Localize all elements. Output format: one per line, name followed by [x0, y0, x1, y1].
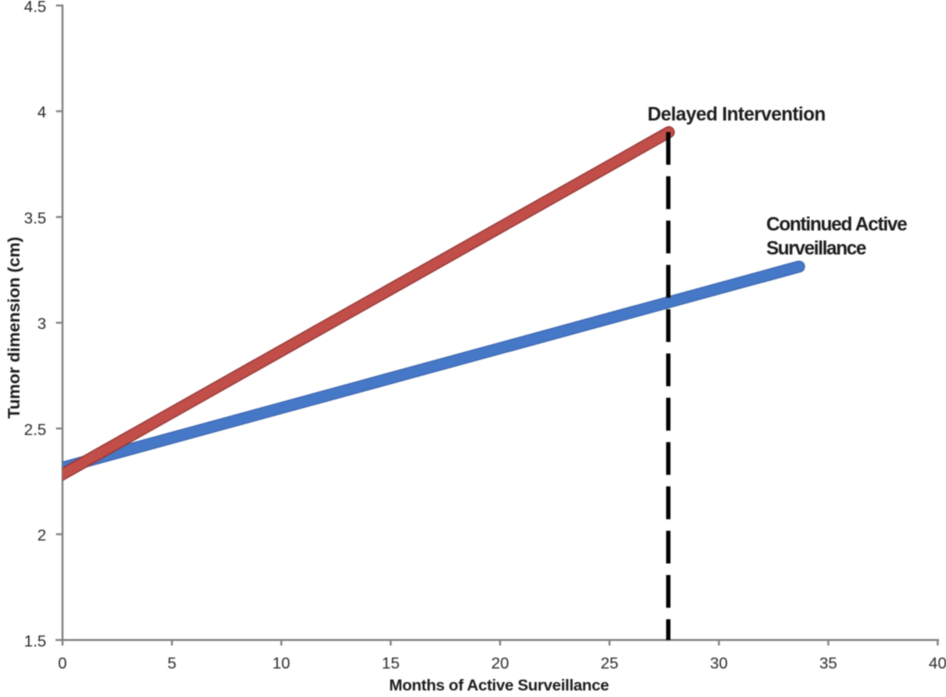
svg-text:2: 2 — [37, 528, 46, 545]
svg-text:3.5: 3.5 — [24, 210, 46, 227]
svg-text:5: 5 — [167, 656, 176, 673]
svg-text:2.5: 2.5 — [24, 422, 46, 439]
svg-text:Tumor dimension (cm): Tumor dimension (cm) — [5, 237, 24, 419]
svg-text:20: 20 — [491, 656, 509, 673]
svg-text:25: 25 — [601, 656, 619, 673]
svg-text:30: 30 — [710, 656, 728, 673]
svg-text:15: 15 — [382, 656, 400, 673]
svg-text:40: 40 — [929, 656, 946, 673]
svg-text:0: 0 — [58, 656, 67, 673]
svg-text:35: 35 — [819, 656, 837, 673]
svg-text:Continued Active: Continued Active — [766, 215, 907, 236]
svg-text:3: 3 — [37, 316, 46, 333]
svg-text:1.5: 1.5 — [24, 633, 46, 650]
svg-text:10: 10 — [272, 656, 290, 673]
svg-text:Delayed Intervention: Delayed Intervention — [648, 105, 826, 126]
svg-text:Months of Active Surveillance: Months of Active Surveillance — [389, 678, 609, 695]
svg-text:4: 4 — [37, 105, 46, 122]
svg-text:Surveillance: Surveillance — [766, 238, 866, 259]
svg-text:4.5: 4.5 — [24, 0, 46, 16]
